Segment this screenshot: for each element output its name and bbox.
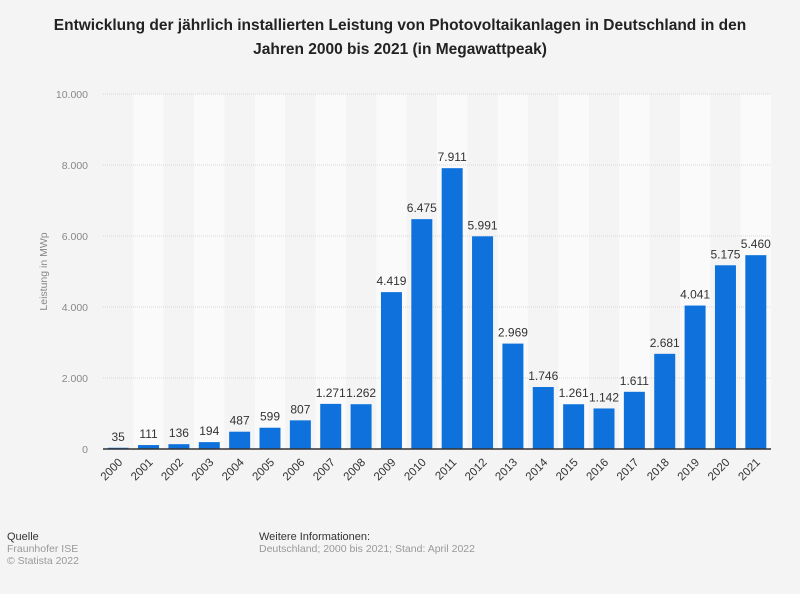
data-label: 1.262 (346, 386, 376, 400)
source-heading: Quelle (7, 531, 39, 543)
x-tick-label: 2017 (615, 457, 642, 484)
bar-2003 (198, 442, 220, 449)
x-tick-label: 2015 (554, 457, 581, 484)
column-stripe (619, 94, 650, 449)
copyright-text: © Statista 2022 (7, 555, 79, 567)
source-block: Quelle Fraunhofer ISE © Statista 2022 (7, 531, 79, 567)
data-label: 599 (260, 410, 280, 424)
column-stripe (194, 94, 225, 449)
column-stripe (254, 94, 286, 449)
info-block: Weitere Informationen: Deutschland; 2000… (259, 531, 475, 555)
data-label: 5.175 (710, 247, 740, 261)
y-tick-label: 4.000 (62, 302, 88, 314)
data-label: 4.419 (376, 274, 406, 288)
bar-2021 (745, 255, 767, 449)
bar-2014 (532, 387, 554, 449)
data-label: 194 (199, 424, 219, 438)
bar-2001 (138, 445, 160, 449)
data-label: 2.969 (498, 326, 528, 340)
bar-2007 (320, 403, 342, 449)
data-label: 487 (230, 414, 250, 428)
bar-2010 (411, 219, 433, 449)
data-label: 1.746 (528, 369, 558, 383)
data-label: 4.041 (680, 288, 710, 302)
data-label: 35 (112, 430, 126, 444)
column-stripe (133, 94, 164, 449)
data-label: 1.271 (316, 386, 346, 400)
data-label: 136 (169, 426, 189, 440)
bar-2008 (350, 404, 372, 449)
source-text: Fraunhofer ISE (7, 543, 79, 555)
x-tick-label: 2012 (463, 457, 490, 484)
bar-2006 (289, 420, 311, 449)
x-tick-label: 2018 (645, 457, 672, 484)
bar-2016 (593, 408, 615, 449)
bar-2019 (684, 305, 706, 449)
x-tick-label: 2020 (706, 457, 733, 484)
data-label: 7.911 (438, 150, 467, 164)
y-tick-label: 0 (82, 444, 88, 456)
x-tick-label: 2019 (676, 457, 703, 484)
data-label: 1.261 (559, 386, 589, 400)
column-stripe (558, 94, 589, 449)
data-label: 807 (290, 402, 310, 416)
data-label: 6.475 (407, 201, 437, 215)
bar-2018 (654, 353, 676, 449)
data-label: 1.611 (620, 374, 649, 388)
x-tick-label: 2014 (524, 456, 551, 483)
chart-title: Entwicklung der jährlich installierten L… (53, 17, 747, 58)
x-tick-label: 2016 (585, 457, 612, 484)
x-tick-label: 2002 (159, 457, 186, 484)
x-tick-label: 2011 (433, 457, 459, 483)
data-label: 111 (139, 427, 158, 441)
bar-2017 (623, 391, 645, 449)
data-label: 2.681 (650, 336, 680, 350)
data-label: 1.142 (589, 390, 619, 404)
x-tick-label: 2004 (220, 456, 247, 483)
bar-2020 (714, 265, 736, 449)
x-tick-label: 2001 (129, 457, 156, 484)
y-tick-label: 6.000 (62, 231, 88, 243)
y-tick-label: 2.000 (62, 373, 88, 385)
bar-2015 (563, 404, 585, 449)
info-heading: Weitere Informationen: (259, 531, 371, 543)
bar-2013 (502, 343, 524, 449)
y-tick-label: 10.000 (56, 89, 88, 101)
x-tick-label: 2007 (311, 457, 338, 484)
data-label: 5.460 (741, 237, 771, 251)
x-tick-label: 2010 (402, 457, 429, 484)
x-tick-label: 2003 (190, 457, 217, 484)
x-tick-label: 2021 (736, 457, 763, 484)
y-tick-label: 8.000 (62, 160, 88, 172)
x-tick-label: 2000 (99, 457, 126, 484)
y-axis-label: Leistung in MWp (38, 232, 50, 310)
bar-2004 (229, 431, 251, 449)
x-tick-label: 2009 (372, 457, 399, 484)
column-stripe (315, 94, 346, 449)
bar-2005 (259, 427, 281, 449)
info-text: Deutschland; 2000 bis 2021; Stand: April… (259, 543, 475, 555)
x-tick-label: 2005 (251, 457, 278, 484)
data-label: 5.991 (468, 218, 498, 232)
bar-2012 (472, 236, 494, 449)
bar-2011 (441, 168, 463, 450)
x-tick-label: 2013 (493, 457, 520, 484)
x-tick-label: 2006 (281, 457, 308, 484)
bar-2009 (380, 292, 402, 449)
bar-2002 (168, 444, 190, 449)
x-tick-label: 2008 (342, 457, 369, 484)
